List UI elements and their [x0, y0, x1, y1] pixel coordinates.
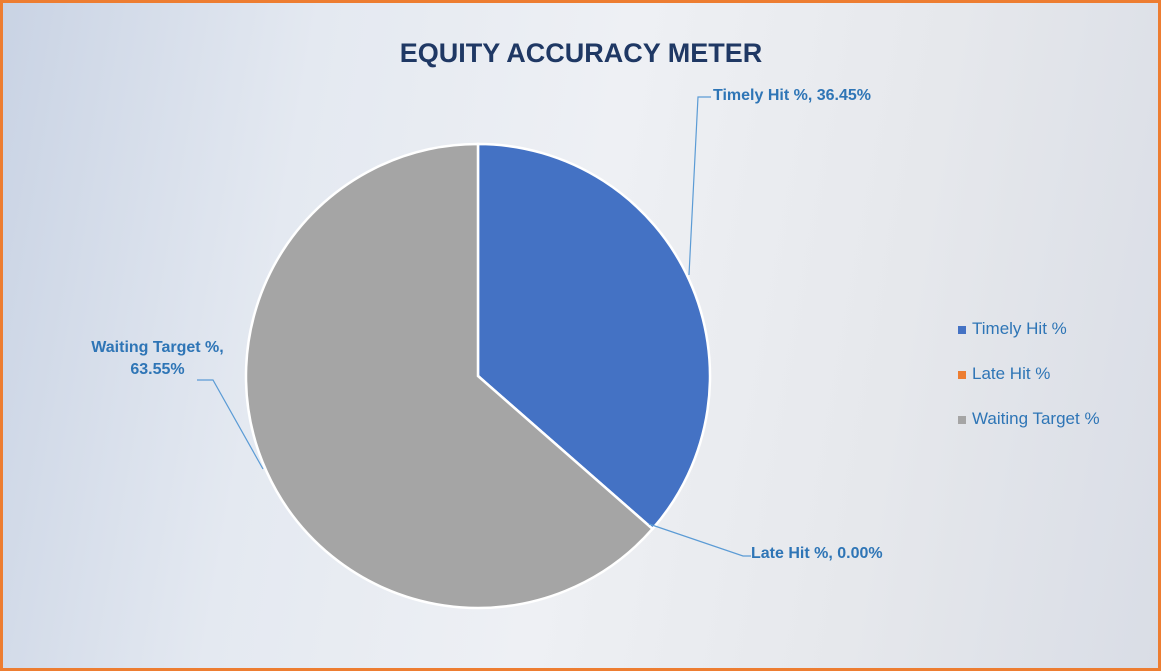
leader-line [689, 97, 711, 275]
legend-item: Late Hit % [958, 364, 1050, 384]
chart: EQUITY ACCURACY METER Timely Hit %, 36.4… [0, 0, 1161, 671]
legend-swatch [958, 326, 966, 334]
data-label: Timely Hit %, 36.45% [713, 87, 871, 105]
legend-label: Timely Hit % [972, 319, 1067, 338]
legend-swatch [958, 416, 966, 424]
chart-title: EQUITY ACCURACY METER [400, 38, 763, 68]
legend-label: Late Hit % [972, 364, 1050, 383]
legend-label: Waiting Target % [972, 409, 1100, 428]
data-label: Late Hit %, 0.00% [751, 545, 883, 563]
leader-line [649, 524, 751, 556]
data-label: Waiting Target %, 63.55% [65, 337, 250, 381]
legend-swatch [958, 371, 966, 379]
legend-item: Waiting Target % [958, 409, 1100, 429]
legend-item: Timely Hit % [958, 319, 1067, 339]
